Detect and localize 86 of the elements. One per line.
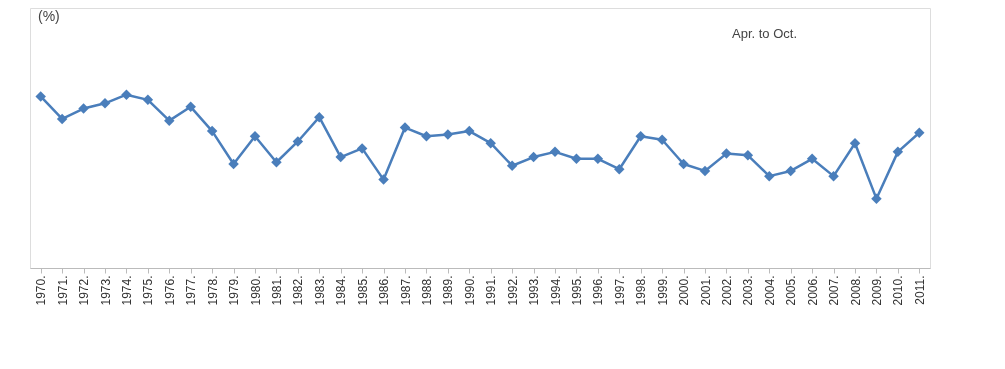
x-tick-label: 2004.	[762, 275, 777, 306]
x-tick-label: 1978.	[205, 275, 220, 306]
point	[721, 148, 732, 159]
point	[914, 127, 925, 139]
point	[142, 94, 154, 106]
x-tick-label: 1974.	[119, 275, 134, 306]
x-tick-label: 2000.	[677, 275, 692, 306]
point	[228, 158, 239, 170]
x-tick-label: 2007.	[827, 275, 842, 306]
point	[121, 89, 132, 100]
x-tick-label: 2001.	[698, 275, 713, 306]
x-tick-label: 1988.	[419, 275, 434, 306]
x-tick-label: 1995.	[569, 275, 584, 306]
point	[506, 160, 518, 171]
x-tick-label: 2008.	[848, 275, 863, 306]
x-tick-label: 1984.	[334, 275, 349, 306]
point	[292, 136, 304, 147]
x-tick-label: 1994.	[548, 275, 563, 306]
x-tick-label: 1982.	[291, 275, 306, 306]
x-tick-label: 1987.	[398, 275, 413, 306]
point	[764, 170, 775, 182]
x-tick-label: 1976.	[162, 275, 177, 306]
x-tick-label: 2009.	[869, 275, 884, 306]
x-tick-label: 1977.	[184, 275, 199, 306]
x-tick-label: 2003.	[741, 275, 756, 306]
point	[742, 150, 754, 161]
x-tick-label: 1971.	[55, 275, 70, 306]
x-tick-label: 1985.	[355, 275, 370, 306]
point	[442, 129, 454, 140]
x-tick-label: 1973.	[98, 275, 113, 306]
x-tick-label: 1997.	[612, 275, 627, 306]
point	[314, 111, 325, 123]
point	[528, 151, 539, 163]
point	[378, 174, 389, 185]
point	[849, 137, 861, 149]
x-tick-label: 1996.	[591, 275, 606, 306]
point	[614, 163, 625, 175]
point	[485, 137, 496, 149]
point	[164, 115, 175, 126]
point	[464, 125, 475, 137]
x-tick-label: 2010.	[891, 275, 906, 306]
point	[635, 131, 646, 142]
point	[806, 153, 818, 165]
point	[185, 101, 196, 113]
x-tick-label: 1980.	[248, 275, 263, 306]
x-tick-label: 1979.	[227, 275, 242, 306]
x-tick-label: 1993.	[527, 275, 542, 306]
x-tick-label: 1970.	[34, 275, 49, 306]
point	[78, 103, 89, 114]
point	[249, 131, 261, 142]
x-tick-label: 1992.	[505, 275, 520, 306]
text: Apr. to Oct.	[732, 26, 798, 41]
point	[699, 165, 711, 177]
x-tick-label: 1989.	[441, 275, 456, 306]
x-tick-label: 2006.	[805, 275, 820, 306]
point	[549, 146, 561, 158]
point	[571, 153, 582, 165]
x-tick-label: 2002.	[719, 275, 734, 306]
point	[206, 125, 218, 137]
x-tick-label: 1999.	[655, 275, 670, 306]
point	[35, 91, 46, 102]
point	[356, 143, 368, 154]
x-tick-label: 1975.	[141, 275, 156, 306]
point	[335, 151, 346, 163]
point	[271, 157, 282, 168]
point	[56, 113, 68, 125]
x-tick-label: 1998.	[634, 275, 649, 306]
point	[785, 165, 796, 177]
text: (%)	[38, 8, 60, 24]
point	[828, 170, 839, 182]
x-tick-label: 1990.	[462, 275, 477, 306]
x-tick-label: 1981.	[269, 275, 284, 306]
point	[99, 98, 111, 109]
point	[656, 134, 668, 145]
point	[399, 122, 411, 133]
x-tick-label: 2005.	[784, 275, 799, 306]
point	[592, 153, 604, 165]
x-tick-label: 1972.	[77, 275, 92, 306]
point	[871, 193, 882, 204]
x-tick-label: 1991.	[484, 275, 499, 306]
point	[678, 158, 689, 170]
x-tick-label: 1986.	[377, 275, 392, 306]
x-tick-label: 1983.	[312, 275, 327, 306]
point	[421, 131, 432, 142]
x-tick-label: 2011.	[912, 275, 927, 305]
point	[892, 146, 904, 158]
